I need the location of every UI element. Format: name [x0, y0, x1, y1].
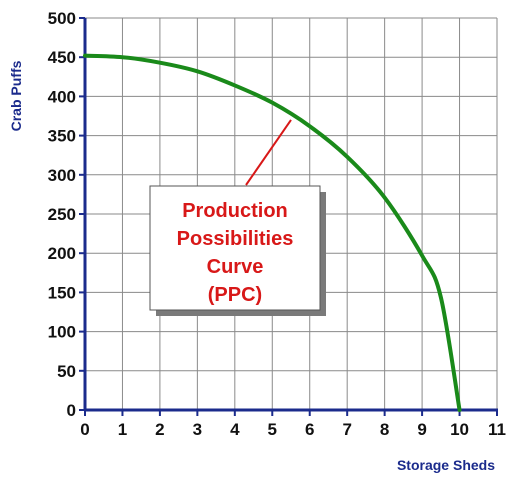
y-tick-label: 350 — [48, 127, 76, 146]
y-tick-label: 200 — [48, 244, 76, 263]
series — [83, 53, 462, 412]
annotation-pointer — [245, 119, 292, 186]
y-tick-label: 100 — [48, 323, 76, 342]
x-tick-label: 1 — [118, 420, 127, 439]
annotation-line-2: Possibilities — [177, 228, 294, 250]
x-axis-title: Storage Sheds — [397, 457, 495, 473]
annotation-line-4: (PPC) — [208, 284, 262, 306]
x-tick-label: 5 — [268, 420, 277, 439]
axes — [79, 17, 498, 416]
y-tick-label: 0 — [67, 401, 76, 420]
annotation-line-3: Curve — [207, 256, 264, 278]
annotation: Production Possibilities Curve (PPC) — [149, 119, 326, 316]
y-axis-title: Crab Puffs — [8, 60, 24, 131]
y-tick-labels: 0 50 100 150 200 250 300 350 400 450 500 — [48, 9, 76, 420]
y-tick-label: 450 — [48, 48, 76, 67]
x-tick-label: 0 — [80, 420, 89, 439]
annotation-box — [149, 185, 321, 311]
x-tick-labels: 0 1 2 3 4 5 6 7 8 9 10 11 — [80, 420, 506, 439]
x-tick-label: 11 — [488, 420, 506, 439]
y-tick-label: 250 — [48, 205, 76, 224]
x-tick-label: 8 — [380, 420, 389, 439]
x-tick-label: 4 — [230, 420, 240, 439]
y-tick-label: 500 — [48, 9, 76, 28]
x-tick-label: 6 — [305, 420, 314, 439]
x-tick-label: 10 — [450, 420, 469, 439]
x-tick-label: 3 — [193, 420, 202, 439]
x-tick-label: 7 — [342, 420, 351, 439]
y-tick-label: 50 — [57, 362, 76, 381]
y-tick-label: 300 — [48, 166, 76, 185]
annotation-line-1: Production — [182, 200, 288, 222]
x-tick-label: 9 — [417, 420, 426, 439]
y-tick-label: 150 — [48, 283, 76, 302]
y-tick-label: 400 — [48, 87, 76, 106]
x-tick-label: 2 — [155, 420, 164, 439]
